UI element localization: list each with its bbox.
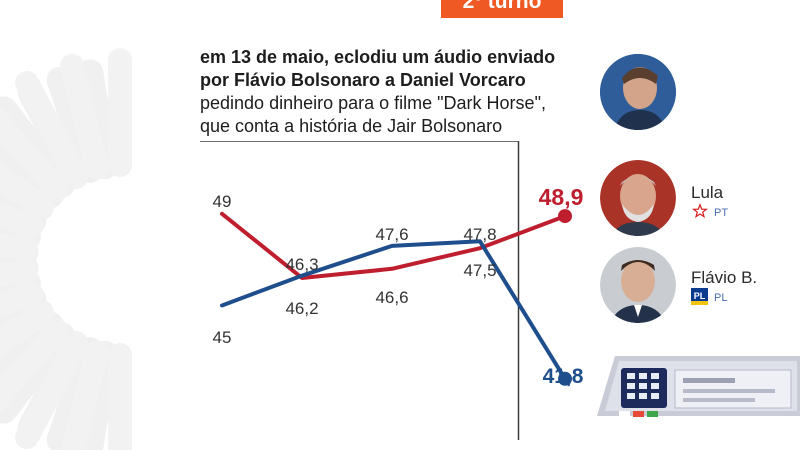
annotation-avatar	[600, 54, 676, 130]
x-tick-label: 16-27	[370, 447, 413, 450]
series-line-0	[220, 211, 567, 280]
flavio-label-0: 45	[213, 328, 232, 347]
series-end-point-0	[558, 209, 572, 224]
round-badge: 2º turno	[441, 0, 563, 18]
lula-avatar	[600, 160, 676, 236]
x-tick-label: 26-27	[458, 447, 501, 450]
annotation-line-3: pedindo dinheiro para o filme "Dark Hors…	[200, 93, 546, 113]
lula-name: Lula	[691, 183, 724, 202]
flavio-label-1: 46,3	[285, 255, 318, 274]
x-tick-label: 15-20	[200, 447, 243, 450]
svg-text:PL: PL	[694, 291, 706, 301]
flavio-label-4: 41,8	[543, 365, 584, 388]
annotation-underline	[200, 141, 518, 142]
lula-label-4: 48,9	[539, 184, 584, 210]
lula-label-3: 47,5	[463, 261, 496, 280]
pl-logo-icon: PL	[691, 288, 708, 305]
event-annotation: em 13 de maio, eclodiu um áudio enviado …	[200, 46, 600, 138]
annotation-line-1: em 13 de maio, eclodiu um áudio enviado	[200, 47, 556, 67]
flavio-party: PL	[714, 292, 728, 304]
lula-party: PT	[714, 207, 729, 219]
voting-machine-icon	[597, 356, 800, 417]
pt-star-icon	[692, 203, 708, 218]
lula-label-2: 46,6	[375, 288, 408, 307]
series-end-point-1	[558, 371, 572, 386]
annotation-line-4: que conta a história de Jair Bolsonaro	[200, 116, 503, 136]
lula-label-0: 49	[213, 192, 232, 211]
x-tick-label: 17-18	[543, 447, 586, 450]
annotation-line-2: por Flávio Bolsonaro a Daniel Vorcaro	[200, 70, 526, 90]
flavio-avatar	[600, 247, 676, 323]
x-tick-label: 18-24	[280, 447, 323, 450]
flavio-name: Flávio B.	[691, 268, 758, 287]
flavio-label-2: 47,6	[375, 225, 408, 244]
lula-label-1: 46,2	[285, 299, 318, 318]
series-line-1	[220, 239, 567, 381]
sunburst-decoration	[0, 48, 132, 450]
flavio-label-3: 47,8	[463, 225, 496, 244]
